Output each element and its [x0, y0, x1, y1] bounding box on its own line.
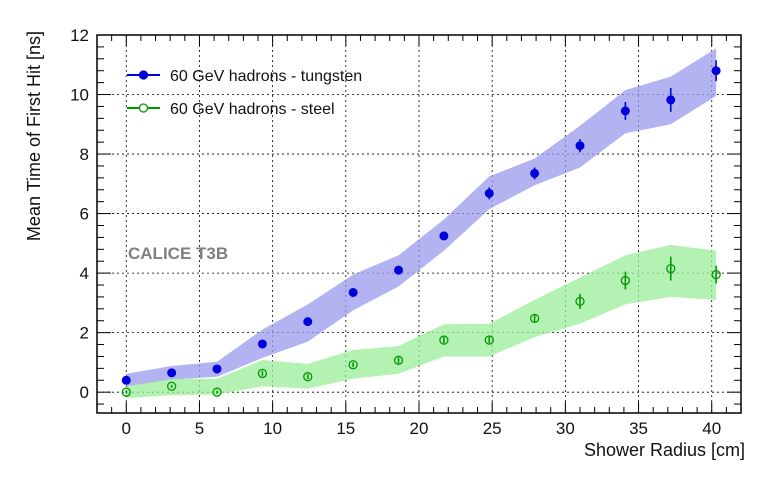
- data-point: [348, 360, 358, 370]
- legend-marker-tungsten: [138, 70, 149, 80]
- data-point: [348, 287, 358, 297]
- data-point: [257, 339, 267, 349]
- data-point: [484, 335, 494, 345]
- band-series-1: [126, 244, 717, 399]
- y-tick-label: 4: [80, 264, 89, 283]
- x-axis-title: Shower Radius [cm]: [584, 440, 745, 460]
- x-tick-label: 35: [629, 419, 648, 438]
- x-tick-label: 40: [702, 419, 721, 438]
- legend-label-tungsten: 60 GeV hadrons - tungsten: [170, 68, 362, 85]
- data-point: [257, 368, 268, 379]
- x-tick-label: 0: [122, 419, 131, 438]
- data-point: [711, 66, 721, 76]
- calice-annotation: CALICE T3B: [128, 244, 228, 263]
- data-point: [121, 387, 131, 397]
- legend-marker-steel: [138, 103, 149, 113]
- axis-ticks: 0 5 10 15 20 25 30 35 40 0 2 4 6 8 10 12: [70, 26, 742, 438]
- data-point: [711, 269, 721, 280]
- data-point: [620, 106, 630, 116]
- data-point: [166, 381, 177, 391]
- data-point: [484, 188, 494, 198]
- data-point: [530, 168, 540, 178]
- x-tick-label: 30: [556, 419, 575, 438]
- x-tick-label: 5: [195, 419, 204, 438]
- band-series-0: [126, 48, 717, 387]
- legend-label-steel: 60 GeV hadrons - steel: [170, 101, 335, 118]
- y-axis-title: Mean Time of First Hit [ns]: [24, 31, 44, 241]
- data-point: [529, 313, 540, 324]
- y-tick-label: 12: [70, 26, 89, 45]
- y-tick-label: 0: [80, 383, 89, 402]
- data-point: [666, 95, 676, 105]
- x-tick-label: 10: [263, 419, 282, 438]
- y-tick-label: 10: [70, 86, 89, 105]
- data-point: [303, 372, 313, 382]
- y-tick-label: 2: [80, 324, 89, 343]
- data-point: [393, 355, 404, 365]
- legend: 60 GeV hadrons - tungsten 60 GeV hadrons…: [127, 68, 362, 118]
- data-point: [575, 296, 585, 307]
- data-point: [394, 265, 404, 275]
- data-point: [303, 317, 313, 327]
- data-point: [439, 335, 449, 345]
- y-tick-label: 8: [80, 145, 89, 164]
- grid: [97, 34, 741, 413]
- data-point: [212, 387, 222, 397]
- data-point: [620, 275, 631, 286]
- data-point: [666, 263, 676, 274]
- x-tick-label: 15: [336, 419, 355, 438]
- x-tick-label: 20: [410, 419, 429, 438]
- data-point: [575, 141, 585, 151]
- data-point: [212, 364, 222, 374]
- data-point: [167, 368, 177, 378]
- uncertainty-bands: [126, 48, 717, 399]
- y-tick-label: 6: [80, 205, 89, 224]
- x-tick-label: 25: [483, 419, 502, 438]
- data-point: [121, 375, 131, 385]
- data-point: [439, 231, 449, 241]
- data-points: [121, 60, 721, 397]
